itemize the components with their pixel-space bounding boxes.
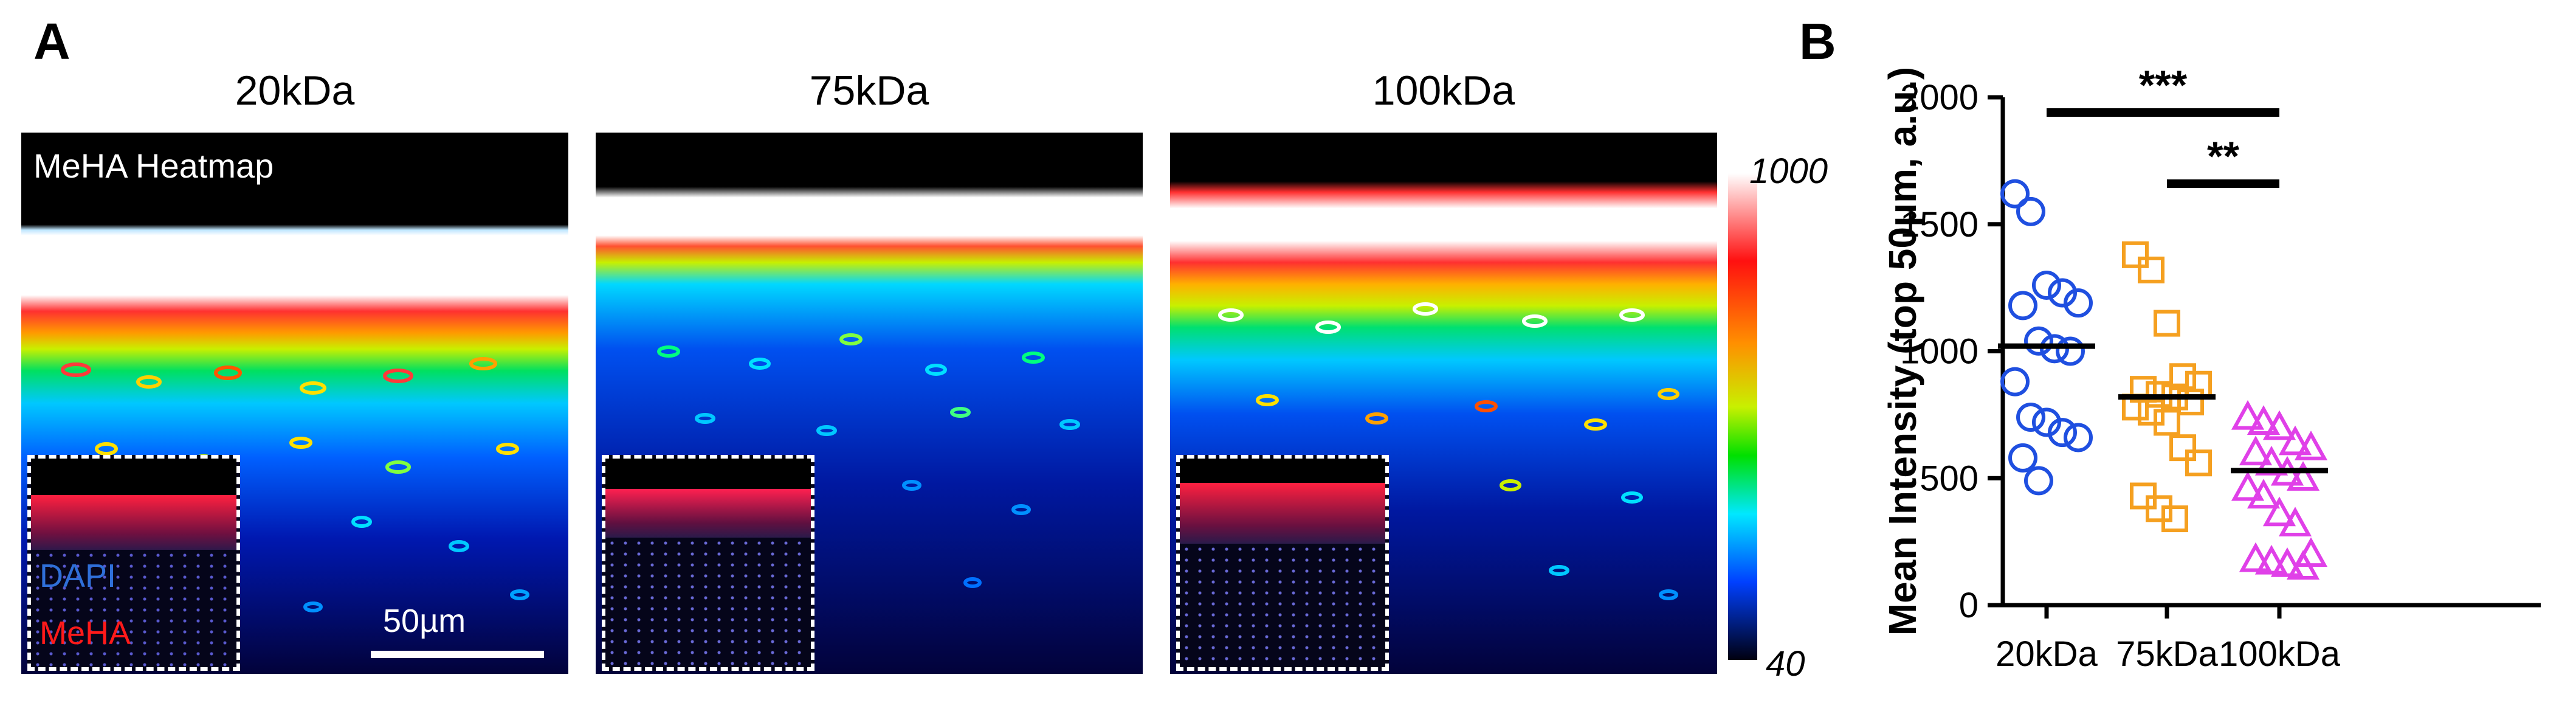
- data-point: [2270, 547, 2304, 577]
- y-axis-label: Mean Intensity (top 50μm, a.u.): [1881, 67, 1924, 636]
- data-point: [2254, 446, 2288, 476]
- image-title-100kda: 100kDa: [1372, 68, 1515, 114]
- data-point: [2161, 505, 2188, 533]
- fluorescence-inset-100kda: [1176, 455, 1389, 671]
- data-point: [2048, 278, 2077, 308]
- legend-meha: MeHA: [40, 615, 131, 651]
- data-point: [2231, 400, 2265, 430]
- data-point: [2239, 542, 2273, 572]
- scalebar: [371, 651, 544, 658]
- data-point: [2000, 367, 2030, 397]
- data-point: [2024, 466, 2053, 496]
- data-point: [2138, 256, 2164, 283]
- data-point: [2016, 403, 2045, 432]
- data-point: [2286, 461, 2320, 491]
- data-point: [2262, 496, 2296, 527]
- data-point: [2064, 423, 2093, 452]
- y-tick-label: 1000: [1900, 332, 1978, 372]
- data-point: [2122, 241, 2149, 268]
- data-point: [2278, 507, 2312, 536]
- data-point: [2231, 471, 2265, 501]
- fluorescence-inset-20kda: [27, 455, 240, 671]
- y-tick-label: 0: [1959, 586, 1978, 625]
- y-tick-label: 500: [1920, 459, 1978, 498]
- data-point: [2262, 410, 2296, 440]
- data-point: [2286, 550, 2320, 580]
- data-point: [2016, 196, 2045, 226]
- data-point: [2048, 418, 2077, 448]
- data-point: [2247, 405, 2281, 435]
- data-point: [2008, 291, 2037, 321]
- data-point: [2169, 434, 2196, 462]
- data-point: [2278, 425, 2312, 456]
- data-point: [2185, 449, 2212, 477]
- x-tick-label: 100kDa: [2219, 634, 2341, 674]
- micrograph-75kda: [596, 133, 1143, 674]
- colorbar: [1728, 173, 1757, 660]
- colorbar-min-label: 40: [1766, 644, 1805, 684]
- panel-a-letter: A: [33, 13, 71, 70]
- data-point: [2056, 336, 2085, 366]
- data-point: [2294, 430, 2328, 460]
- data-point: [2000, 179, 2030, 209]
- data-point: [2154, 409, 2180, 436]
- fluorescence-inset-75kda: [602, 455, 814, 671]
- data-point: [2247, 479, 2281, 509]
- data-point: [2185, 370, 2212, 398]
- scatter-chart: 0 500 1000 1500 2000 20kDa 75kDa 100kDa Mean Int…: [1881, 62, 2541, 674]
- data-point: [2177, 389, 2204, 415]
- y-tick-label: 1500: [1900, 205, 1978, 244]
- micrograph-100kda: [1170, 133, 1717, 674]
- legend-dapi: DAPI: [40, 558, 117, 594]
- data-point: [2008, 443, 2037, 473]
- scalebar-label: 50µm: [383, 603, 466, 639]
- y-tick-label: 2000: [1900, 78, 1978, 117]
- x-tick-label: 20kDa: [1996, 634, 2098, 674]
- significance-label: **: [2207, 133, 2239, 179]
- colorbar-max-label: 1000: [1749, 151, 1828, 191]
- data-point: [2154, 310, 2180, 337]
- data-point: [2032, 270, 2061, 300]
- panel-b-letter: B: [1799, 13, 1836, 70]
- image-title-75kda: 75kDa: [809, 68, 929, 114]
- data-point: [2064, 288, 2093, 318]
- data-point: [2239, 435, 2273, 466]
- data-point: [2254, 544, 2288, 575]
- data-point: [2024, 326, 2053, 356]
- micrograph-20kda: MeHA Heatmap DAPI MeHA 50µm: [21, 133, 568, 674]
- significance-label: ***: [2139, 62, 2188, 108]
- heatmap-overlay-label: MeHA Heatmap: [33, 147, 274, 185]
- x-tick-label: 75kDa: [2116, 634, 2218, 674]
- data-point: [2032, 407, 2061, 437]
- data-point: [2169, 363, 2196, 390]
- image-title-20kda: 20kDa: [235, 68, 355, 114]
